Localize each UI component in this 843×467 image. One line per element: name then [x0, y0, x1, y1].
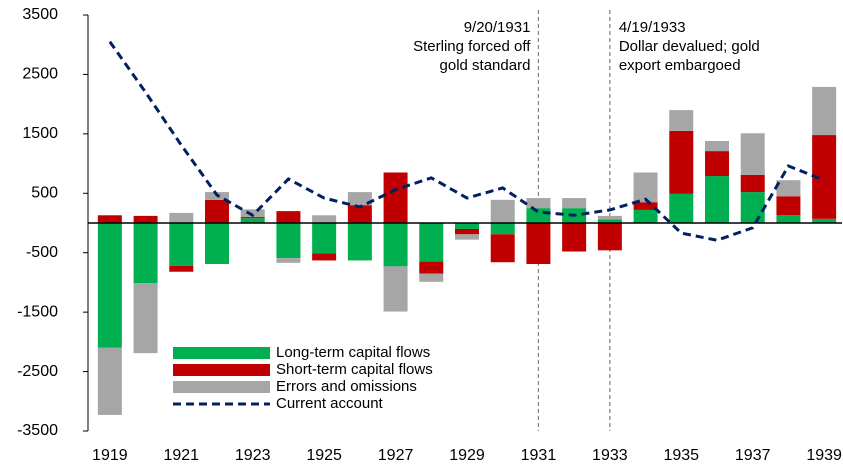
bar — [276, 258, 301, 263]
legend-swatch — [173, 381, 270, 393]
bar — [347, 192, 372, 206]
y-tick-label: 500 — [31, 185, 58, 202]
bar — [312, 253, 337, 261]
bar — [633, 209, 658, 223]
bar — [633, 202, 658, 210]
bar — [383, 223, 408, 267]
bar — [240, 209, 265, 218]
x-tick-label: 1923 — [235, 447, 271, 464]
bar — [526, 223, 551, 265]
legend-label: Errors and omissions — [276, 378, 417, 395]
bar — [740, 192, 765, 223]
bar — [812, 86, 837, 136]
bar — [562, 198, 587, 209]
bar — [347, 205, 372, 223]
bar — [240, 217, 265, 219]
annotation: Dollar devalued; gold — [619, 38, 760, 55]
annotation: Sterling forced off — [413, 38, 531, 55]
bar — [812, 218, 837, 223]
bar — [276, 223, 301, 259]
bar — [419, 223, 444, 262]
bar — [97, 215, 122, 223]
bar — [597, 219, 622, 223]
y-tick-label: -500 — [26, 244, 58, 261]
bar — [705, 140, 729, 152]
bar — [669, 193, 694, 223]
annotation: 9/20/1931 — [464, 19, 531, 36]
bar — [669, 130, 694, 194]
legend-label: Short-term capital flows — [276, 361, 433, 378]
bar — [347, 223, 372, 261]
bar — [383, 172, 408, 223]
bar — [97, 347, 122, 415]
bar — [597, 223, 622, 251]
bar — [419, 261, 444, 274]
x-tick-label: 1929 — [449, 447, 485, 464]
bar — [455, 228, 479, 235]
bar — [419, 273, 444, 282]
bar — [276, 211, 301, 223]
bar — [169, 223, 194, 266]
x-tick-label: 1925 — [306, 447, 342, 464]
bar — [169, 265, 194, 272]
bar — [383, 266, 408, 312]
bar — [205, 223, 229, 265]
x-tick-label: 1931 — [521, 447, 557, 464]
x-tick-label: 1933 — [592, 447, 628, 464]
bar — [169, 212, 194, 223]
x-tick-label: 1939 — [806, 447, 842, 464]
bar — [490, 199, 515, 223]
bar — [133, 283, 158, 354]
y-tick-label: -3500 — [17, 422, 58, 439]
bar — [455, 223, 479, 229]
x-tick-label: 1937 — [735, 447, 771, 464]
bar — [669, 110, 694, 131]
y-tick-label: -1500 — [17, 303, 58, 320]
annotation: gold standard — [440, 57, 531, 74]
x-tick-label: 1935 — [663, 447, 699, 464]
x-tick-label: 1919 — [92, 447, 128, 464]
y-tick-label: 3500 — [22, 6, 58, 23]
bar — [776, 196, 801, 216]
annotation: export embargoed — [619, 57, 741, 74]
bar — [240, 218, 265, 223]
y-tick-label: 2500 — [22, 66, 58, 83]
line-series — [108, 40, 825, 242]
legend-label: Current account — [276, 395, 384, 412]
bar — [776, 180, 801, 197]
y-tick-label: -2500 — [17, 363, 58, 380]
bar — [312, 215, 337, 223]
bar — [312, 223, 337, 254]
annotation: 4/19/1933 — [619, 19, 686, 36]
bar — [705, 176, 729, 223]
bar — [740, 133, 765, 175]
bar — [205, 199, 229, 223]
legend-swatch — [173, 364, 270, 376]
legend-swatch — [173, 347, 270, 359]
bar — [490, 234, 515, 263]
bar — [490, 223, 515, 235]
bar — [740, 174, 765, 193]
bar — [526, 198, 551, 209]
y-tick-label: 1500 — [22, 125, 58, 142]
bar — [562, 223, 587, 252]
bar — [133, 223, 158, 284]
bar — [455, 234, 479, 240]
bar — [633, 172, 658, 203]
bar — [597, 215, 622, 220]
bar — [97, 223, 122, 348]
x-tick-label: 1927 — [378, 447, 414, 464]
bar — [133, 215, 158, 223]
bar — [705, 151, 729, 177]
legend-label: Long-term capital flows — [276, 344, 430, 361]
bar — [776, 215, 801, 223]
x-tick-label: 1921 — [163, 447, 199, 464]
